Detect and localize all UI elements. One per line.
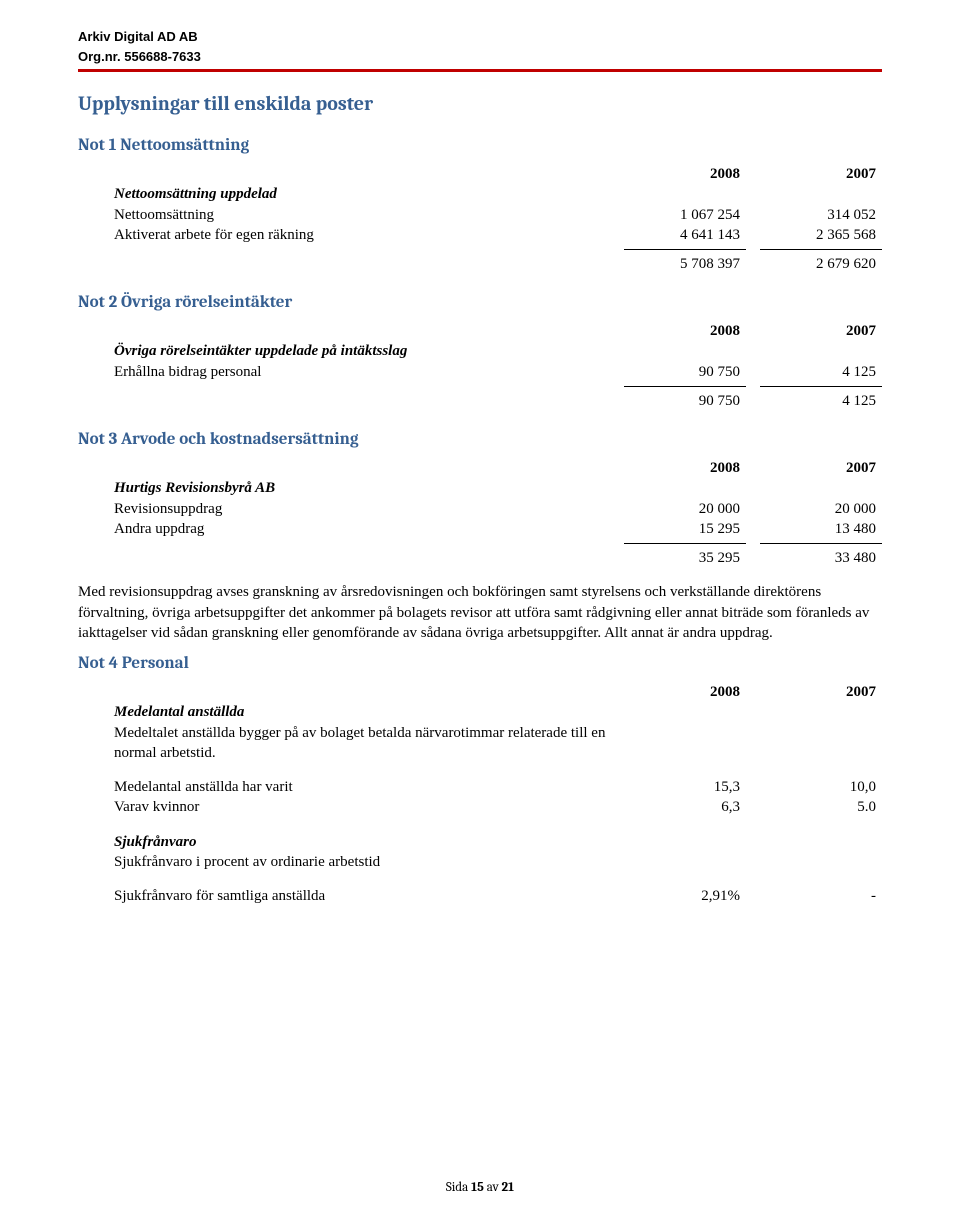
note-4-desc-text: Medeltalet anställda bygger på av bolage… (78, 723, 634, 764)
note-2-title: Not 2 Övriga rörelseintäkter (78, 292, 882, 315)
row-val-a: 4 641 143 (610, 225, 746, 245)
year-col-b: 2007 (746, 458, 882, 478)
row-val-a: 20 000 (610, 499, 746, 519)
row-val-a: 2,91% (610, 886, 746, 906)
year-header-row: 2008 2007 (78, 321, 882, 341)
row-val-b: 4 125 (746, 362, 882, 382)
row-label: Varav kvinnor (78, 797, 610, 817)
note-1-subheader: Nettoomsättning uppdelad (78, 184, 882, 204)
row-label: Nettoomsättning (78, 205, 610, 225)
note-4-desc: Medeltalet anställda bygger på av bolage… (78, 723, 882, 764)
year-col-b: 2007 (746, 321, 882, 341)
sum-val-a: 5 708 397 (610, 254, 746, 274)
year-col-a: 2008 (610, 458, 746, 478)
sum-val-b: 2 679 620 (746, 254, 882, 274)
year-col-b: 2007 (746, 164, 882, 184)
row-val-a: 15,3 (610, 777, 746, 797)
year-col-a: 2008 (610, 682, 746, 702)
row-label: Erhållna bidrag personal (78, 362, 610, 382)
footer-mid: av (484, 1180, 502, 1195)
footer-page: 15 (471, 1180, 484, 1195)
page: Arkiv Digital AD AB Org.nr. 556688-7633 … (0, 0, 960, 1217)
sum-val-a: 35 295 (610, 548, 746, 568)
row-val-a: 6,3 (610, 797, 746, 817)
note-1-title: Not 1 Nettoomsättning (78, 135, 882, 158)
page-title: Upplysningar till enskilda poster (78, 90, 882, 117)
note-3-title: Not 3 Arvode och kostnadsersättning (78, 429, 882, 452)
row-val-a: 90 750 (610, 362, 746, 382)
year-col-b: 2007 (746, 682, 882, 702)
row-val-b: - (746, 886, 882, 906)
row-val-b: 13 480 (746, 519, 882, 539)
row-label: Medelantal anställda har varit (78, 777, 610, 797)
row-val-a: 1 067 254 (610, 205, 746, 225)
table-row: Erhållna bidrag personal 90 750 4 125 (78, 362, 882, 382)
org-number: Org.nr. 556688-7633 (78, 48, 882, 66)
note-4-sub2: Sjukfrånvaro (78, 832, 882, 852)
table-row: Andra uppdrag 15 295 13 480 (78, 519, 882, 539)
sum-val-a: 90 750 (610, 391, 746, 411)
row-val-b: 5.0 (746, 797, 882, 817)
sum-rule (78, 386, 882, 387)
sum-val-b: 33 480 (746, 548, 882, 568)
note-2-sub: Övriga rörelseintäkter uppdelade på intä… (78, 341, 610, 361)
year-header-row: 2008 2007 (78, 458, 882, 478)
row-label: Andra uppdrag (78, 519, 610, 539)
year-header-row: 2008 2007 (78, 164, 882, 184)
sum-rule (78, 543, 882, 544)
note-3-paragraph: Med revisionsuppdrag avses granskning av… (78, 582, 882, 643)
year-col-a: 2008 (610, 321, 746, 341)
row-val-b: 314 052 (746, 205, 882, 225)
year-col-a: 2008 (610, 164, 746, 184)
note-1-sub: Nettoomsättning uppdelad (78, 184, 610, 204)
company-name: Arkiv Digital AD AB (78, 28, 882, 46)
table-row: Medelantal anställda har varit 15,3 10,0 (78, 777, 882, 797)
table-row: Aktiverat arbete för egen räkning 4 641 … (78, 225, 882, 245)
page-footer: Sida 15 av 21 (0, 1179, 960, 1197)
note-4-desc2: Sjukfrånvaro i procent av ordinarie arbe… (78, 852, 882, 872)
sum-row: 35 295 33 480 (78, 548, 882, 568)
sum-row: 5 708 397 2 679 620 (78, 254, 882, 274)
footer-prefix: Sida (446, 1180, 471, 1195)
note-4-title: Not 4 Personal (78, 653, 882, 676)
note-3-sub: Hurtigs Revisionsbyrå AB (78, 478, 610, 498)
header-rule (78, 69, 882, 72)
table-row: Varav kvinnor 6,3 5.0 (78, 797, 882, 817)
row-val-b: 2 365 568 (746, 225, 882, 245)
row-val-a: 15 295 (610, 519, 746, 539)
sum-rule (78, 249, 882, 250)
row-val-b: 10,0 (746, 777, 882, 797)
sum-row: 90 750 4 125 (78, 391, 882, 411)
table-row: Revisionsuppdrag 20 000 20 000 (78, 499, 882, 519)
table-row: Sjukfrånvaro för samtliga anställda 2,91… (78, 886, 882, 906)
footer-total: 21 (502, 1180, 515, 1195)
note-4-desc2-text: Sjukfrånvaro i procent av ordinarie arbe… (78, 852, 610, 872)
table-row: Nettoomsättning 1 067 254 314 052 (78, 205, 882, 225)
note-4-sub1: Medelantal anställda (78, 702, 882, 722)
row-label: Aktiverat arbete för egen räkning (78, 225, 610, 245)
year-header-row: 2008 2007 (78, 682, 882, 702)
note-4-sub2-label: Sjukfrånvaro (78, 832, 610, 852)
row-label: Revisionsuppdrag (78, 499, 610, 519)
sum-val-b: 4 125 (746, 391, 882, 411)
note-3-subheader: Hurtigs Revisionsbyrå AB (78, 478, 882, 498)
row-val-b: 20 000 (746, 499, 882, 519)
note-2-subheader: Övriga rörelseintäkter uppdelade på intä… (78, 341, 882, 361)
note-4-sub1-label: Medelantal anställda (78, 702, 610, 722)
row-label: Sjukfrånvaro för samtliga anställda (78, 886, 610, 906)
